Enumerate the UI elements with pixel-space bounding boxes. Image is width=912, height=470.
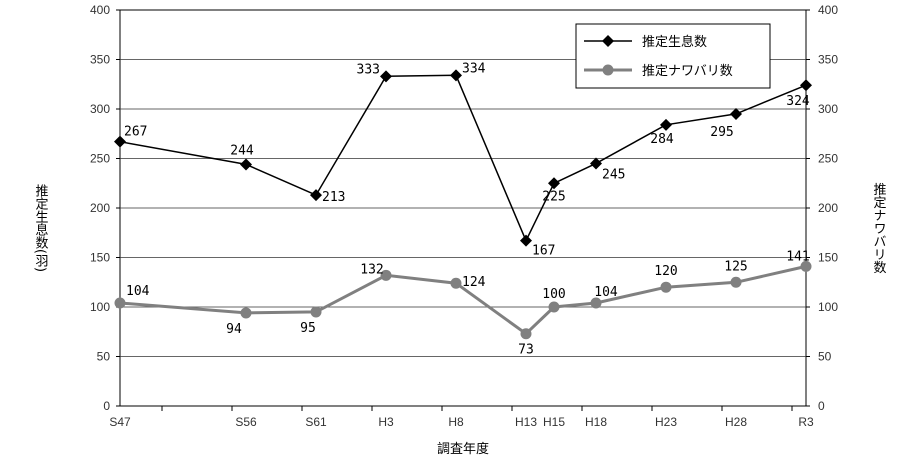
data-label-series-1: 225 [542,189,565,204]
x-axis-title: 調査年度 [437,441,489,457]
data-point-series-2 [310,306,322,318]
y-left-tick-label: 50 [97,350,111,364]
legend-box [575,23,771,89]
data-point-series-1 [450,69,462,82]
data-label-series-1: 324 [786,94,810,109]
legend: 推定生息数 推定ナワバリ数 [575,23,771,89]
data-point-series-1 [590,157,602,170]
data-point-series-2 [380,269,392,281]
data-point-series-2 [520,328,532,340]
y-right-tick-label: 300 [818,102,838,116]
data-label-series-1: 244 [230,143,254,158]
y-right-tick-label: 0 [818,399,825,413]
y-right-tick-label: 250 [818,152,838,166]
y-right-tick-label: 100 [818,300,838,314]
data-point-series-2 [730,276,742,288]
data-label-series-2: 73 [518,343,534,358]
x-tick-label-H13: H13 [515,415,537,429]
data-point-series-2 [114,297,126,309]
x-tick-label-S61: S61 [305,415,327,429]
y-axis-left-title: 推定生息数(羽) [33,184,49,272]
y-left-tick-label: 0 [103,399,110,413]
data-label-series-2: 104 [594,285,618,300]
y-left-tick-label: 100 [90,300,110,314]
x-tick-label-S47: S47 [109,415,131,429]
data-point-series-1 [380,70,392,83]
data-point-series-1 [548,177,560,190]
y-left-tick-label: 200 [90,201,110,215]
x-tick-label-H15: H15 [543,415,565,429]
y-axis-right-title: 推定ナワバリ数 [871,183,887,274]
x-tick-label-H8: H8 [448,415,464,429]
x-tick-label-H18: H18 [585,415,607,429]
data-label-series-2: 124 [462,275,486,290]
data-label-series-2: 95 [300,321,316,336]
data-label-series-2: 120 [654,264,677,279]
data-label-series-1: 245 [602,167,625,182]
data-label-series-2: 94 [226,322,242,337]
data-label-series-1: 213 [322,190,345,205]
data-label-series-2: 141 [786,249,809,264]
data-point-series-1 [660,118,672,131]
x-tick-label-H28: H28 [725,415,747,429]
data-point-series-1 [730,107,742,120]
data-label-series-1: 284 [650,132,674,147]
data-point-series-2 [660,281,672,293]
data-labels: 267 244 213 333 334 167 225 245 284 295 324 104 94 95… [124,61,810,357]
data-point-series-1 [310,189,322,202]
data-point-series-1 [114,135,126,148]
data-point-series-2 [800,260,812,272]
y-axis-right-ticks: 0 50 100 150 200 250 300 350 400 [806,3,838,413]
data-label-series-2: 100 [542,287,565,302]
data-label-series-1: 333 [357,62,380,77]
data-point-series-2 [240,307,252,319]
data-point-series-2 [450,277,462,289]
legend-label-series-2: 推定ナワバリ数 [642,64,733,79]
legend-label-series-1: 推定生息数 [642,34,707,50]
series-group [114,69,812,340]
y-right-tick-label: 200 [818,201,838,215]
data-label-series-1: 167 [532,244,555,259]
data-point-series-1 [240,158,252,171]
y-left-tick-label: 150 [90,251,110,265]
x-tick-label-H3: H3 [378,415,394,429]
y-left-tick-label: 250 [90,152,110,166]
data-label-series-2: 125 [724,259,747,274]
data-label-series-1: 334 [462,61,486,76]
data-point-series-2 [590,297,602,309]
y-left-tick-label: 350 [90,53,110,67]
data-point-series-1 [520,234,532,247]
y-right-tick-label: 400 [818,3,838,17]
x-tick-label-H23: H23 [655,415,677,429]
x-tick-label-R3: R3 [798,415,814,429]
legend-marker-series-1 [602,35,614,47]
data-label-series-2: 104 [126,284,150,299]
y-left-tick-label: 300 [90,102,110,116]
y-left-tick-label: 400 [90,3,110,17]
data-label-series-2: 132 [360,262,383,277]
x-axis-ticks: S47 S56 S61 H3 H8 H13 H15 H18 H23 H28 R3 [109,406,814,429]
y-axis-left-ticks: 0 50 100 150 200 250 300 350 400 [90,3,120,413]
y-right-tick-label: 150 [818,251,838,265]
legend-marker-series-2 [602,64,614,76]
data-label-series-1: 295 [710,125,733,140]
y-right-tick-label: 350 [818,53,838,67]
data-point-series-2 [548,301,560,313]
x-tick-label-S56: S56 [235,415,257,429]
data-label-series-1: 267 [124,125,147,140]
y-right-tick-label: 50 [818,350,832,364]
data-point-series-1 [800,79,812,92]
